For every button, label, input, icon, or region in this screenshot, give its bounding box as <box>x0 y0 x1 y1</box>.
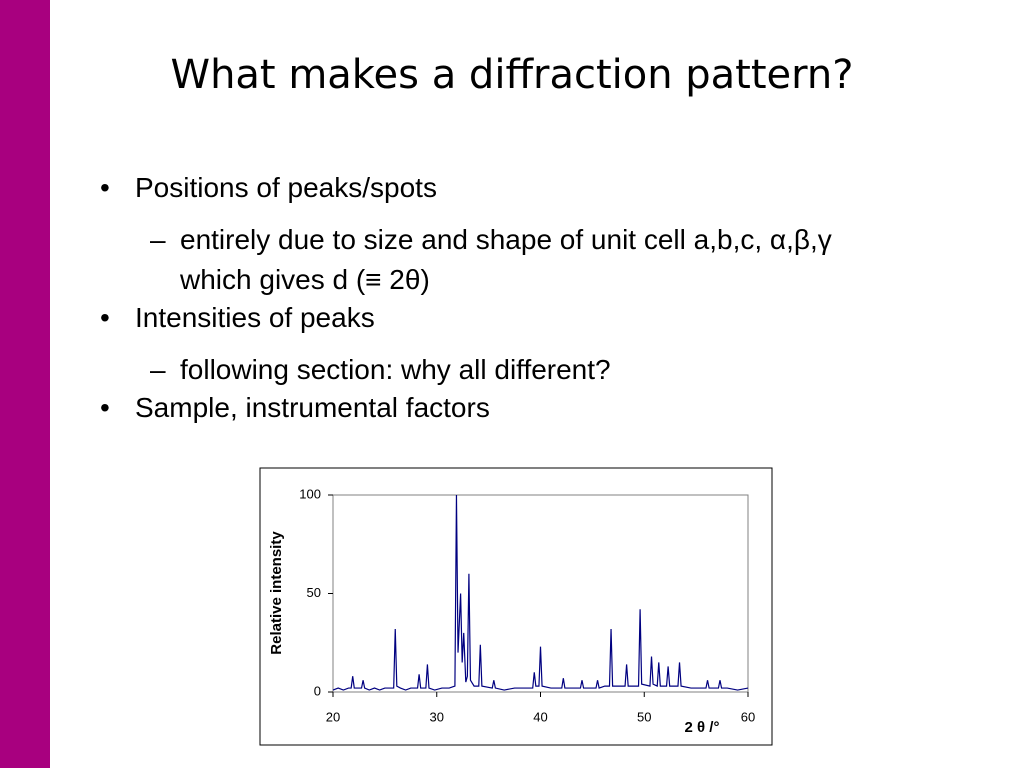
side-bar <box>0 0 50 768</box>
sub-bullet: – following section: why all different? <box>150 350 910 390</box>
x-axis-label: 2 θ /° <box>685 719 720 736</box>
x-tick-label: 60 <box>741 709 755 724</box>
slide-title: What makes a diffraction pattern? <box>170 52 854 98</box>
bullet: Intensities of peaks <box>100 300 900 336</box>
x-tick-label: 30 <box>430 709 444 724</box>
y-axis-label: Relative intensity <box>268 531 285 655</box>
bullet: Sample, instrumental factors <box>100 390 900 426</box>
x-tick-label: 40 <box>533 709 547 724</box>
bullet-list: Positions of peaks/spots–entirely due to… <box>100 170 900 440</box>
dash: – <box>150 224 166 255</box>
series-line <box>332 494 749 691</box>
chart-frame <box>259 467 773 746</box>
bullet: Positions of peaks/spots <box>100 170 900 206</box>
sub-bullet-text: entirely due to size and shape of unit c… <box>180 224 832 295</box>
y-tick-label: 100 <box>299 486 321 501</box>
y-tick-label: 50 <box>307 585 321 600</box>
y-tick-label: 0 <box>314 683 321 698</box>
x-tick-label: 50 <box>637 709 651 724</box>
sub-bullet: – entirely due to size and shape of unit … <box>150 220 910 300</box>
dash: – <box>150 354 166 385</box>
sub-bullet-text: following section: why all different? <box>180 354 611 385</box>
x-tick-label: 20 <box>326 709 340 724</box>
